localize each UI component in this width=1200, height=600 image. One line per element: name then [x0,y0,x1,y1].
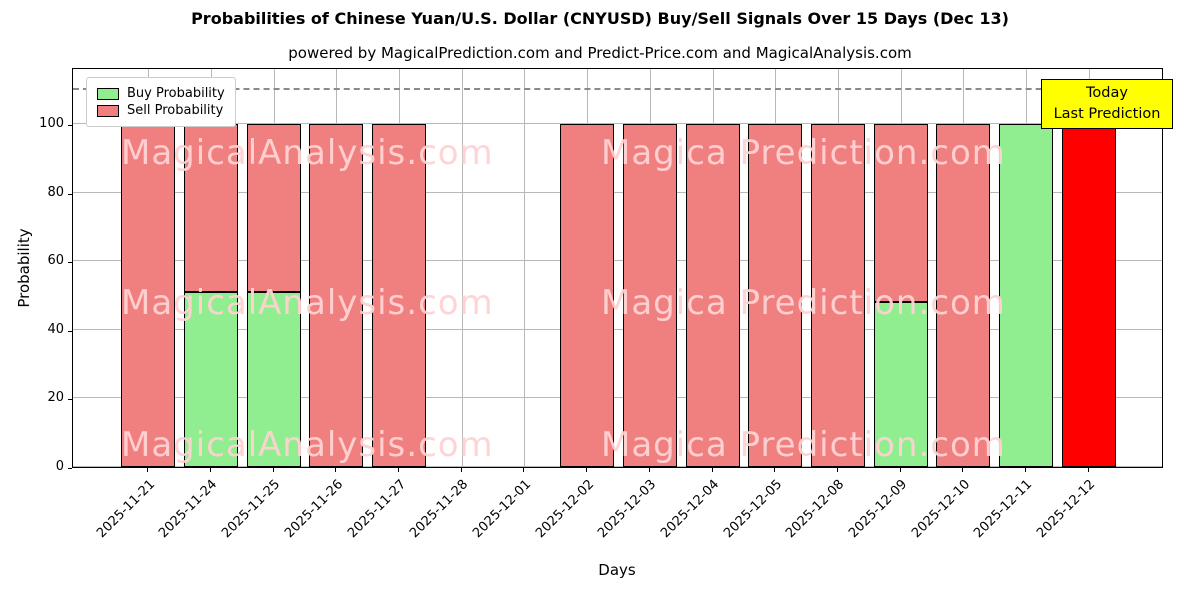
gridline-horizontal [73,328,1162,330]
bar-sell-segment [936,123,991,467]
x-tick-mark [335,468,337,472]
x-tick-mark [836,468,838,472]
bar-buy-segment [246,292,301,467]
x-tick-label: 2025-12-09 [846,477,911,542]
x-tick-label: 2025-12-05 [720,477,785,542]
watermark-text: MagicalAnalysis.com [121,425,494,465]
chart-title: Probabilities of Chinese Yuan/U.S. Dolla… [191,9,1009,28]
watermark-text: Magica Prediction.com [601,133,1006,173]
bar-sell-segment [183,123,238,293]
x-tick-label: 2025-12-10 [908,477,973,542]
bar-sell-segment [372,123,427,467]
x-axis-label: Days [598,561,636,579]
x-tick-mark [523,468,525,472]
bar-sell-segment [873,123,928,303]
x-tick-label: 2025-11-21 [93,477,158,542]
dashed-threshold-line [73,87,1162,90]
x-tick-mark [774,468,776,472]
gridline-horizontal [73,122,1162,124]
gridline-horizontal [73,466,1162,467]
x-tick-mark [586,468,588,472]
bar-sell-segment [309,123,364,467]
bar-sell-segment [748,123,803,467]
x-tick-label: 2025-11-26 [281,477,346,542]
watermark-text: Magica Prediction.com [601,283,1006,323]
gridline-horizontal [73,260,1162,262]
x-tick-label: 2025-12-12 [1034,477,1099,542]
y-tick-label: 100 [39,115,64,131]
x-tick-label: 2025-12-02 [532,477,597,542]
x-tick-label: 2025-12-04 [658,477,723,542]
legend-item-sell: Sell Probability [97,103,225,118]
bar-buy-segment [873,302,928,467]
x-tick-mark [1025,468,1027,472]
x-tick-mark [648,468,650,472]
x-tick-label: 2025-11-25 [219,477,284,542]
x-tick-mark [1087,468,1089,472]
y-tick-mark [68,468,72,469]
x-tick-mark [209,468,211,472]
x-tick-mark [398,468,400,472]
y-tick-label: 80 [47,184,64,200]
legend: Buy Probability Sell Probability [86,77,236,127]
watermark-text: MagicalAnalysis.com [121,133,494,173]
y-tick-label: 40 [47,321,64,337]
x-tick-mark [272,468,274,472]
y-tick-label: 60 [47,253,64,269]
gridline-vertical [524,69,526,467]
bar-sell-segment [1061,123,1116,467]
legend-sell-label: Sell Probability [127,103,224,118]
today-annotation-line2: Last Prediction [1053,106,1161,123]
x-tick-mark [899,468,901,472]
watermark-text: Magica Prediction.com [601,425,1006,465]
chart-subtitle: powered by MagicalPrediction.com and Pre… [288,44,912,62]
gridline-horizontal [73,397,1162,399]
gridline-vertical [461,69,463,467]
x-tick-label: 2025-12-03 [595,477,660,542]
plot-area: MagicalAnalysis.com Magica Prediction.com… [72,68,1163,468]
x-tick-label: 2025-11-27 [344,477,409,542]
x-tick-label: 2025-11-28 [407,477,472,542]
y-tick-label: 20 [47,390,64,406]
buy-probability-swatch [97,87,119,100]
today-annotation: Today Last Prediction [1041,79,1173,130]
bar-sell-segment [810,123,865,467]
x-tick-label: 2025-11-24 [156,477,221,542]
y-tick-label: 0 [55,459,64,474]
x-tick-label: 2025-12-08 [783,477,848,542]
legend-item-buy: Buy Probability [97,86,225,101]
bar-buy-segment [999,123,1054,467]
bar-sell-segment [121,123,176,467]
y-axis-label: Probability [15,228,33,308]
watermark-text: MagicalAnalysis.com [121,283,494,323]
today-annotation-line1: Today [1086,85,1128,101]
bar-sell-segment [622,123,677,467]
x-tick-mark [460,468,462,472]
x-tick-mark [962,468,964,472]
x-tick-mark [711,468,713,472]
bar-buy-segment [183,292,238,467]
bar-sell-segment [560,123,615,467]
bar-sell-segment [246,123,301,293]
gridline-horizontal [73,191,1162,193]
x-tick-mark [147,468,149,472]
bar-sell-segment [685,123,740,467]
sell-probability-swatch [97,104,119,117]
legend-buy-label: Buy Probability [127,86,225,101]
x-tick-label: 2025-12-01 [470,477,535,542]
x-tick-label: 2025-12-11 [971,477,1036,542]
